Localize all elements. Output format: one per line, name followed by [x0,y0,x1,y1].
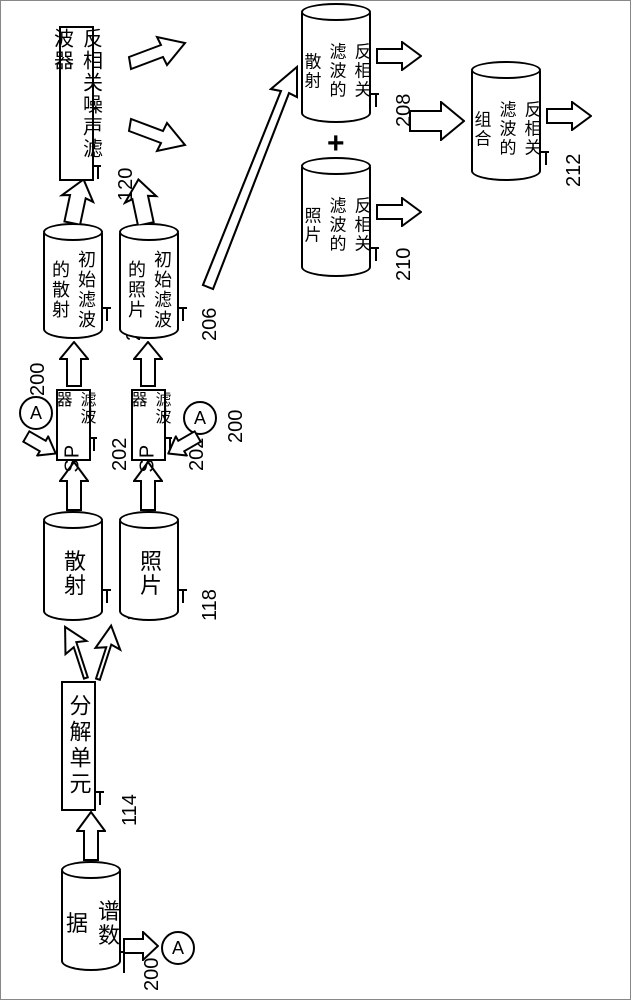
node-anticorr-photo: 照片 滤波的 反相关 [301,167,371,277]
node-sp-filter-right: 滤波器 SP [131,389,166,461]
arrow-spectral-to-A [123,931,159,961]
node-sp-filter-left: 滤波器 SP [56,389,91,461]
arrow-sp-to-init-scatter [59,341,89,387]
label-anticorr-filter: 反相关噪声滤波器 [48,28,106,179]
node-anticorr-scatter: 散射 滤波的 反相关 [301,13,371,123]
node-decompose: 分解单元 [61,681,96,811]
connector-A-in-left: A [19,396,53,430]
label-anticorr-scatter: 散射 滤波的 反相关 [301,42,371,99]
ref-210: 210 [393,248,416,281]
arrow-init-scatter-to-anticorr [59,177,99,225]
arrow-210-out [376,197,422,227]
label-photo: 照片 [119,549,179,597]
arrow-decomp-to-photo [85,621,125,681]
ref-200-left: 200 [27,363,50,396]
label-spectral-data: 谱数据 [61,899,121,949]
ref-212: 212 [563,154,586,187]
ref-206: 206 [199,308,222,341]
diagram-canvas: 谱数据 200 A 分解单元 114 散射 116 照片 118 [0,0,631,1000]
node-init-photo: 的照片 初始滤波 [119,233,179,339]
arrow-sum-to-212 [409,101,465,141]
node-init-scatter: 的散射 初始滤波 [43,233,103,339]
label-init-scatter: 的散射 初始滤波 [43,250,103,330]
label-decompose: 分解单元 [63,694,95,798]
node-anticorr-comb: 组合 滤波的 反相关 [471,71,541,181]
node-photo: 照片 [119,521,179,621]
label-scatter: 散射 [43,549,103,597]
arrow-spectral-to-decompose [76,811,106,861]
connector-A-out: A [161,931,195,965]
ref-200-right: 200 [225,410,248,443]
node-spectral-data: 谱数据 [61,871,121,971]
arrow-anticorr-to-210 [127,117,187,157]
label-anticorr-photo: 照片 滤波的 反相关 [301,196,371,253]
label-anticorr-comb: 组合 滤波的 反相关 [471,100,541,157]
label-init-photo: 的照片 初始滤波 [119,250,179,330]
ref-200: 200 [141,958,164,991]
ref-118: 118 [199,589,222,621]
arrow-sp-to-init-photo [133,341,163,387]
node-scatter: 散射 [43,521,103,621]
arrow-anticorr-to-208 [127,31,187,71]
arrow-212-out [546,101,592,131]
ref-114: 114 [119,794,142,826]
node-anticorr-filter: 反相关噪声滤波器 [59,26,94,181]
ref-120: 120 [115,168,138,201]
arrow-206-to-208 [197,61,307,291]
arrow-208-out [376,41,422,71]
plus-symbol: + [327,127,345,161]
